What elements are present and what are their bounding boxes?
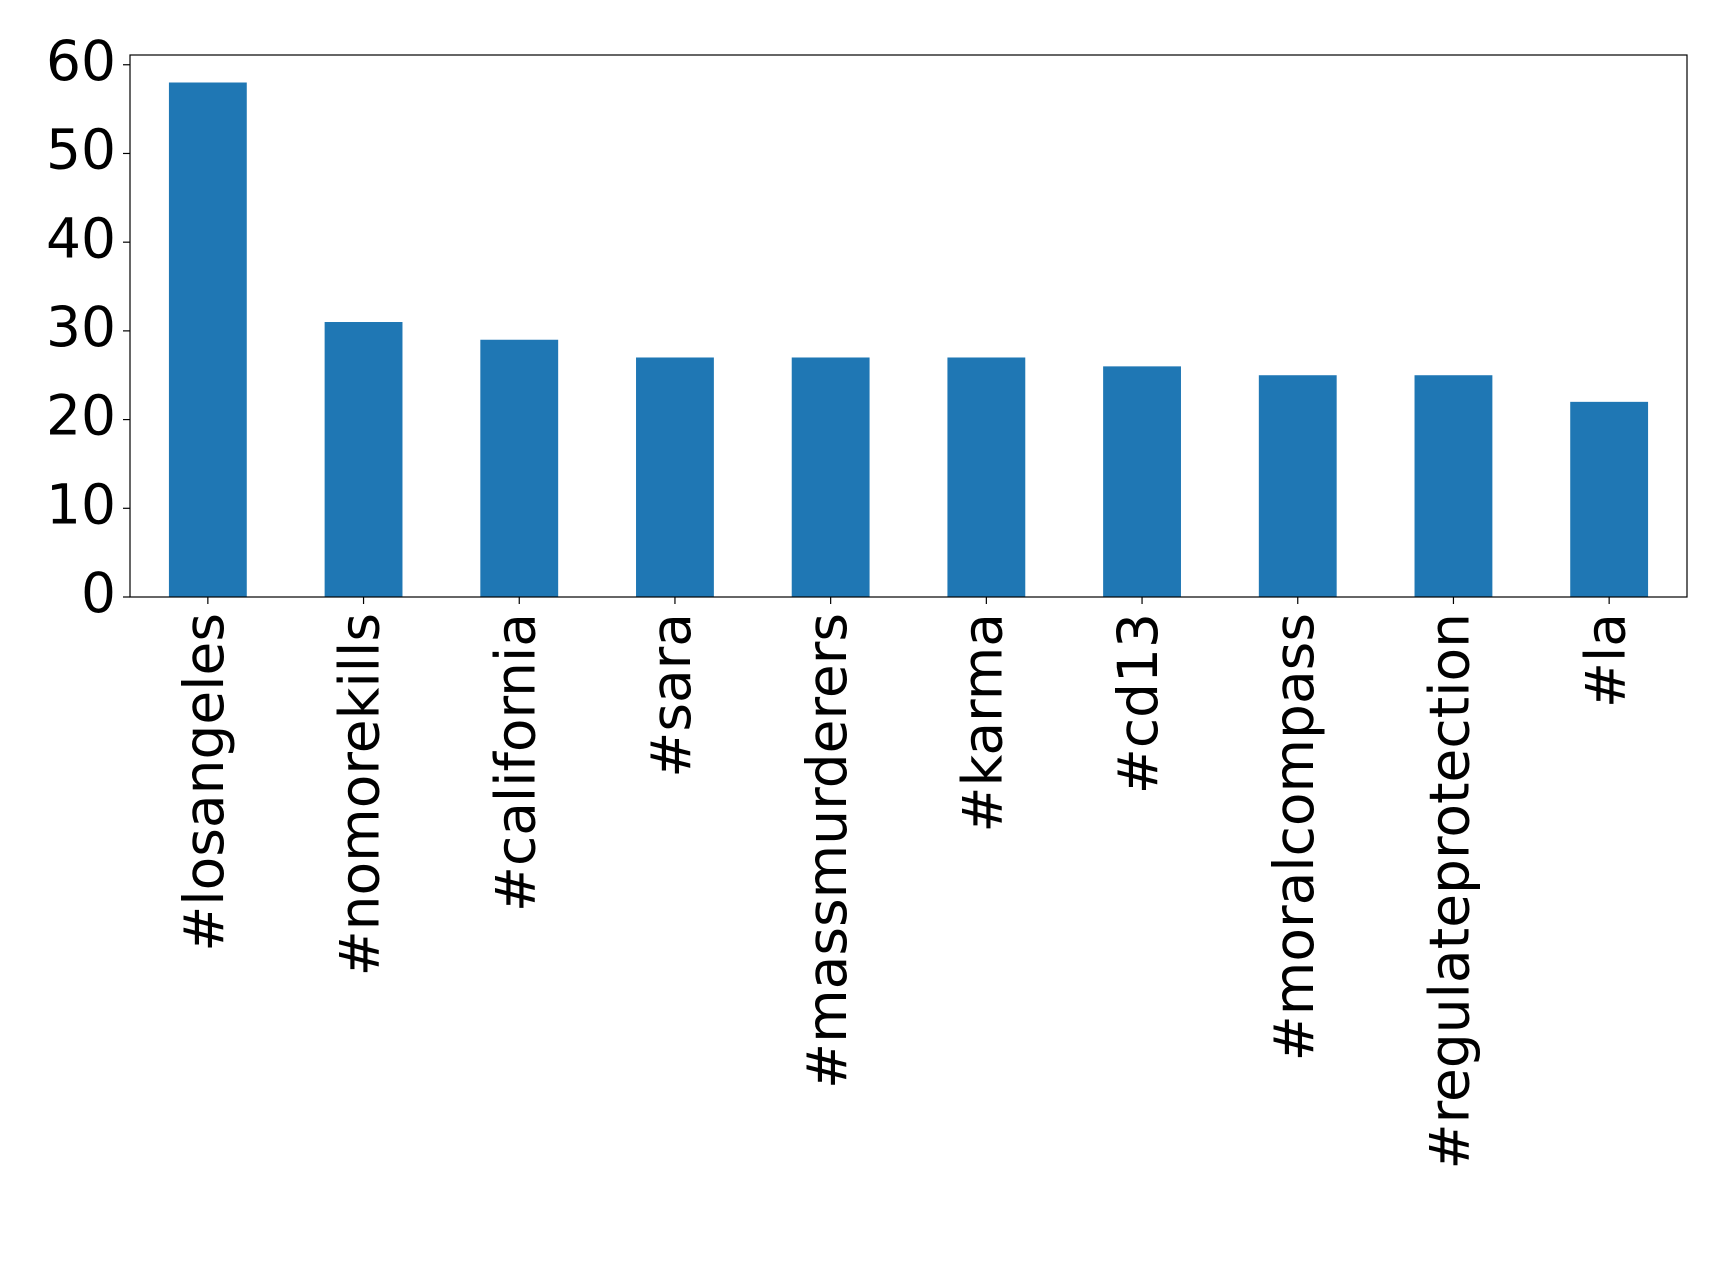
plot-frame (129, 54, 1688, 598)
y-tick-label: 20 (46, 384, 116, 448)
bar (1570, 401, 1649, 597)
bar (791, 357, 870, 597)
bar (1414, 375, 1493, 597)
x-tick-label: #karma (950, 613, 1014, 833)
y-tick-label: 40 (46, 206, 116, 270)
x-tick-label: #cd13 (1106, 613, 1170, 794)
bar (1103, 366, 1181, 597)
y-tick-label: 60 (46, 29, 116, 93)
y-tick-label: 0 (81, 561, 116, 625)
x-tick-label: #la (1573, 613, 1637, 708)
bar (324, 322, 403, 597)
x-tick-label: #california (483, 613, 547, 912)
bar (480, 339, 559, 597)
bar (636, 357, 714, 597)
x-tick-label: #sara (639, 613, 703, 778)
x-tick-label: #regulateprotection (1418, 613, 1482, 1169)
x-tick-label: #moralcompass (1262, 613, 1326, 1061)
y-tick-label: 30 (46, 295, 116, 359)
x-tick-label: #losangeles (172, 613, 236, 952)
bar (947, 357, 1026, 597)
bar (168, 82, 247, 597)
y-tick-label: 10 (46, 472, 116, 536)
x-tick-label: #nomorekills (328, 613, 392, 976)
bar (1258, 375, 1337, 597)
x-tick-label: #massmurderers (795, 613, 859, 1089)
y-tick-label: 50 (46, 118, 116, 182)
